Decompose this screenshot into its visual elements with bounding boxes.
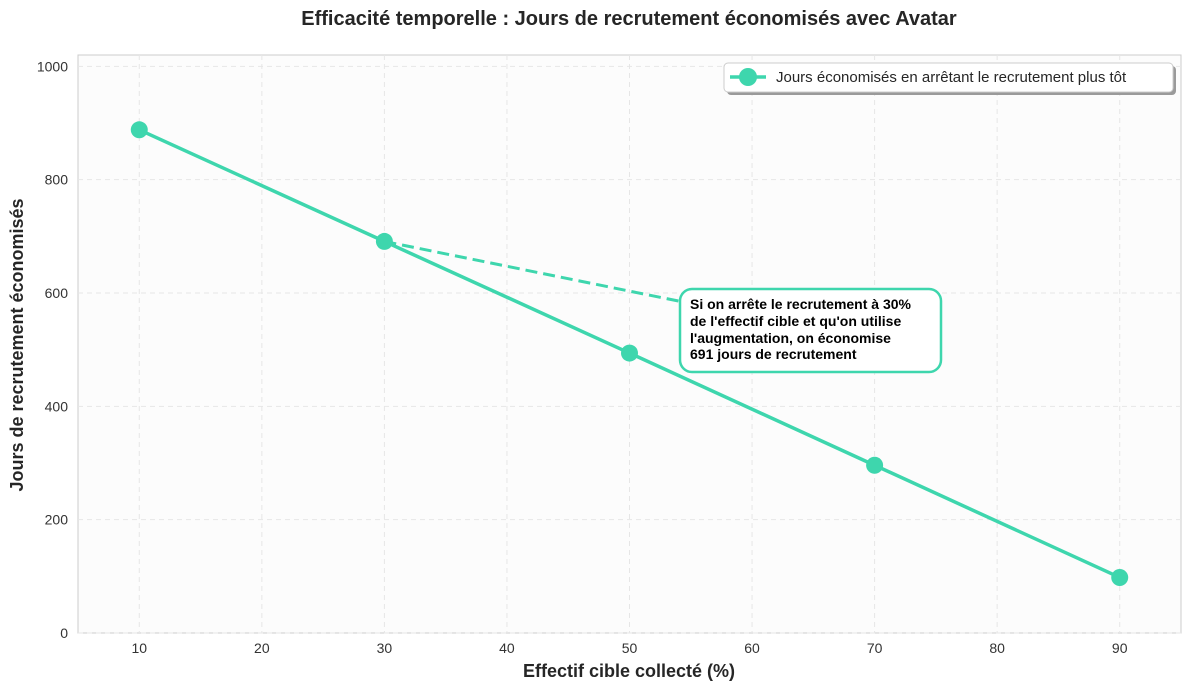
- x-tick-label: 70: [867, 640, 883, 656]
- y-tick-label: 400: [45, 398, 69, 414]
- annotation-line-1: Si on arrête le recrutement à 30%: [690, 296, 912, 312]
- annotation-box: [678, 287, 943, 374]
- x-tick-label: 80: [989, 640, 1005, 656]
- annotation-arrow: [384, 239, 696, 306]
- x-tick-label: 90: [1112, 640, 1128, 656]
- annotation-line-3: l'augmentation, on économise: [690, 330, 891, 346]
- y-tick-label: 200: [45, 512, 69, 528]
- y-axis-label: Jours de recrutement économisés: [7, 198, 27, 491]
- x-tick-label: 10: [131, 640, 147, 656]
- y-tick-label: 0: [60, 625, 68, 641]
- x-tick-label: 20: [254, 640, 270, 656]
- legend: Jours économisés en arrêtant le recrutem…: [723, 62, 1176, 95]
- x-axis-label: Effectif cible collecté (%): [523, 661, 735, 681]
- y-tick-label: 1000: [37, 58, 68, 74]
- legend-series-marker: [739, 68, 757, 86]
- chart-title: Efficacité temporelle : Jours de recrute…: [301, 8, 957, 30]
- annotation-line-2: de l'effectif cible et qu'on utilise: [690, 313, 901, 329]
- x-tick-label: 40: [499, 640, 515, 656]
- data-point: [130, 121, 148, 139]
- x-tick-label: 50: [622, 640, 638, 656]
- data-point: [1111, 568, 1129, 586]
- data-point: [621, 344, 638, 362]
- x-tick-label: 60: [744, 640, 760, 656]
- y-tick-label: 600: [45, 285, 69, 301]
- annotation-line-4: 691 jours de recrutement: [690, 346, 857, 362]
- y-tick-label: 800: [45, 172, 69, 188]
- grid: [78, 55, 1181, 634]
- legend-box: [723, 62, 1174, 93]
- x-tick-label: 30: [377, 640, 393, 656]
- legend-series-label: Jours économisés en arrêtant le recrutem…: [776, 69, 1127, 86]
- data-point: [866, 456, 884, 474]
- annotation: Si on arrête le recrutement à 30% de l'e…: [384, 239, 943, 374]
- axis-ticks: 10 20 30 40 50 60 70 80 90 0 200 400 600 800 1000: [37, 58, 1128, 656]
